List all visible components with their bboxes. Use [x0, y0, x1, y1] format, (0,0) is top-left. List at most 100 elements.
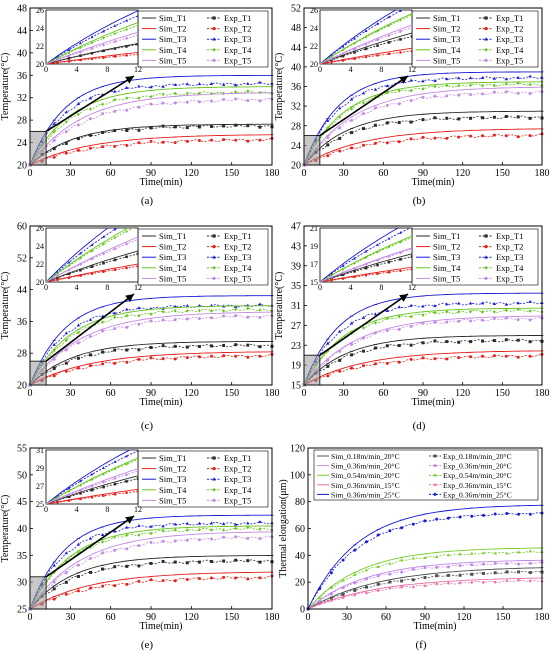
inset-point-Exp_T2: [79, 274, 82, 277]
data-point-Exp_T1: [234, 558, 238, 562]
legend-entry-Exp_T5: Exp_T5: [496, 55, 523, 65]
inset-x-tick-label: 0: [318, 283, 322, 292]
data-point-Exp_T5: [89, 334, 92, 338]
data-point-Exp_T2: [246, 139, 250, 143]
data-point-Exp_T1: [362, 127, 365, 131]
data-point-Exp_T3: [397, 305, 401, 309]
data-point-Exp_T4: [421, 313, 425, 317]
inset-point-Exp_T5: [79, 489, 82, 492]
data-point-Exp_T2: [326, 374, 330, 378]
x-axis-label: Time(min): [412, 397, 455, 408]
legend-entry-Exp_T1: Exp_T1: [224, 231, 251, 241]
data-point-Exp_T1: [492, 115, 496, 119]
data-point-Exp_T1: [101, 130, 105, 134]
data-point-Exp_T1: [173, 125, 177, 129]
data-point-Exp_T2: [173, 141, 177, 145]
data-point-Exp_T4: [125, 96, 129, 100]
data-point-Exp_T2: [125, 360, 129, 364]
data-point-Exp_0.36m/min_20°C: [517, 562, 521, 566]
data-point-Exp_T5: [52, 580, 56, 584]
y-tick-label: 0: [300, 605, 305, 616]
data-point-Exp_T5: [89, 117, 92, 121]
legend-entry-Sim_0.54m/min_20°C: Sim_0.54m/min_20°C: [331, 471, 400, 480]
data-point-Exp_T3: [64, 331, 68, 335]
data-point-Exp_T3: [421, 79, 425, 83]
inset-point-Exp_T5: [56, 58, 59, 62]
inset-x-tick-label: 8: [105, 283, 109, 292]
legend-entry-Sim_T4: Sim_T4: [433, 263, 461, 273]
data-point-Exp_T1: [326, 364, 330, 368]
data-point-Exp_T3: [326, 341, 330, 345]
data-point-Exp_T2: [350, 146, 354, 150]
inset-point-Exp_T3: [353, 256, 356, 260]
data-point-Exp_0.54m/min_20°C: [528, 549, 532, 553]
data-point-Exp_T5: [492, 90, 496, 94]
y-tick-label: 55: [17, 444, 27, 455]
data-point-Exp_T2: [385, 361, 389, 365]
data-point-Exp_T5: [64, 571, 68, 575]
y-tick-label: 40: [295, 551, 305, 562]
data-point-Exp_T3: [480, 301, 485, 305]
data-point-Exp_0.36m/min_15°C: [388, 586, 392, 590]
data-point-Exp_T2: [89, 586, 92, 590]
data-point-Exp_T1: [125, 348, 129, 352]
panel-caption: (b): [413, 195, 426, 207]
inset-point-Exp_T5: [56, 274, 59, 278]
data-point-Exp_0.36m/min_15°C: [341, 595, 345, 600]
data-point-Exp_T5: [362, 336, 365, 340]
legend-entry-Sim_T1: Sim_T1: [159, 453, 186, 463]
data-point-Exp_T5: [504, 316, 508, 320]
inset-x-tick-label: 12: [134, 283, 142, 292]
inset-point-Exp_T4: [136, 457, 138, 462]
legend-entry-Exp_T1: Exp_T1: [224, 453, 251, 463]
data-point-Exp_T1: [385, 344, 389, 348]
inset-point-Exp_T1: [102, 261, 105, 265]
inset-point-Exp_T5: [90, 47, 94, 50]
data-point-Exp_T4: [409, 314, 413, 319]
data-point-Exp_T1: [76, 356, 80, 360]
data-point-Exp_T3: [492, 76, 497, 80]
legend-entry-Exp_T1: Exp_T1: [496, 231, 523, 241]
inset-point-Exp_T2: [90, 57, 94, 61]
data-point-Exp_T3: [258, 519, 262, 523]
y-tick-label: 47: [291, 222, 301, 233]
data-point-Exp_T1: [149, 126, 153, 130]
data-point-Exp_T1: [222, 559, 226, 563]
inset-point-Exp_T2: [364, 273, 368, 277]
data-point-Exp_T2: [433, 136, 437, 140]
data-point-Exp_T2: [528, 354, 532, 358]
series-line-Exp_T3: [29, 521, 273, 610]
data-point-Exp_T2: [52, 155, 56, 159]
data-point-Exp_T5: [210, 316, 213, 320]
zoom-arrow: [45, 75, 135, 133]
y-tick-label: 52: [17, 253, 27, 264]
inset-point-Exp_T1: [102, 485, 105, 489]
inset-line-Sim_T5: [46, 31, 138, 64]
data-point-Exp_T4: [258, 527, 262, 531]
data-point-Exp_T1: [210, 560, 213, 564]
data-point-Exp_T2: [409, 137, 413, 141]
data-point-Exp_T5: [362, 112, 365, 116]
data-point-Exp_0.36m/min_25°C: [435, 517, 439, 521]
inset: 0 4 8 12 20 22 24 26: [36, 6, 142, 74]
data-point-Exp_T4: [492, 310, 496, 314]
data-point-Exp_T3: [76, 323, 81, 327]
panel-f: 0 30 60 90 120 150 180020406080100120Time(min)…: [278, 444, 550, 652]
legend-box: [411, 228, 539, 286]
legend-marker-Exp_T5: [212, 276, 216, 280]
data-point-Exp_T4: [246, 89, 250, 93]
legend-entry-Sim_T5: Sim_T5: [159, 495, 186, 505]
data-point-Exp_T1: [113, 129, 117, 133]
inset-y-tick-label: 22: [36, 260, 44, 269]
x-axis-label: Time(min): [412, 177, 455, 188]
data-point-Exp_T4: [457, 83, 461, 88]
data-point-Exp_T1: [469, 340, 473, 344]
legend-marker-Exp_0.18m/min_20°C: [433, 454, 437, 458]
data-point-Exp_T3: [445, 302, 449, 306]
series-line-Exp_T1: [29, 124, 273, 166]
inset-point-Exp_T2: [79, 497, 82, 501]
data-point-Exp_T3: [246, 81, 250, 85]
data-point-Exp_T3: [221, 82, 226, 86]
data-point-Exp_T1: [481, 339, 484, 343]
legend-marker-Exp_T5: [212, 498, 216, 502]
